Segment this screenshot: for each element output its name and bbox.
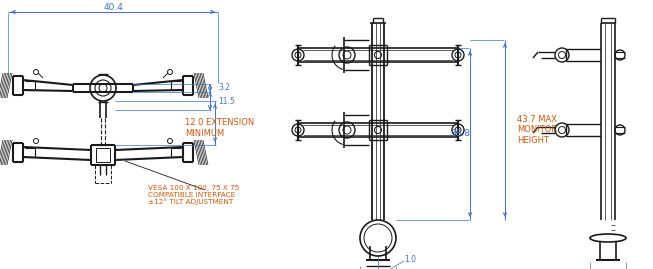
Text: 38.8: 38.8 xyxy=(450,129,470,139)
Text: 3.2: 3.2 xyxy=(218,83,230,93)
Text: VESA 100 X 100, 75 X 75
COMPATIBLE INTERFACE
±12° TILT ADJUSTMENT: VESA 100 X 100, 75 X 75 COMPATIBLE INTER… xyxy=(148,185,240,206)
Text: 11.5: 11.5 xyxy=(218,97,234,105)
Text: 43.7 MAX
MONITOR
HEIGHT: 43.7 MAX MONITOR HEIGHT xyxy=(517,115,557,145)
Text: 12.0 EXTENSION
MINIMUM: 12.0 EXTENSION MINIMUM xyxy=(185,118,254,138)
Text: 1.0: 1.0 xyxy=(404,254,416,264)
Text: 40.4: 40.4 xyxy=(103,3,123,12)
